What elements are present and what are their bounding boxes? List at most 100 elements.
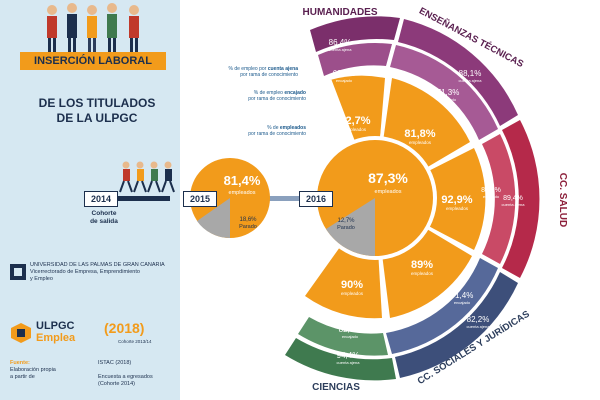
brand-name: Emplea [36, 332, 76, 344]
cuenta-ajena-label: cuenta ajena [467, 324, 491, 329]
brand-name: ULPGC [36, 320, 75, 332]
encajado-ensenanzas: 71,3% [437, 88, 460, 97]
annotation-cuenta-ajena: % de empleo por cuenta ajena por rama de… [180, 66, 299, 78]
circle-2016: 87,3% empleados 12,7% Parado [313, 136, 437, 260]
employed-humanidades: 72,7% [339, 115, 370, 127]
graduate-figure [87, 5, 97, 52]
employed-label: empleados [341, 291, 364, 296]
circle-2015: 81,4% empleados 18,6% Parado [190, 158, 270, 239]
unemployed-label-2015: Parado [239, 224, 257, 230]
encajado-salud: 84,5% [481, 187, 501, 194]
cuenta-ajena-ensenanzas: 88,1% [459, 69, 482, 78]
unemployed-label-2016: Parado [337, 225, 355, 231]
ring-salud-middle [482, 134, 516, 264]
cuenta-ajena-salud: 89,4% [503, 195, 523, 202]
branch-name-ciencias: CIENCIAS [312, 382, 360, 393]
graduate-figure [107, 3, 117, 52]
graduate-figure [129, 5, 139, 52]
outer-ring [285, 16, 540, 381]
ring-ensenanzas-outer [398, 19, 518, 126]
encajado-humanidades: 68,4% [333, 69, 356, 78]
employed-salud: 92,9% [441, 194, 472, 206]
branch-name-humanidades: HUMANIDADES [303, 7, 378, 18]
cohort-label: Cohorte de salida [90, 210, 118, 225]
ring-ciencias-outer [285, 338, 396, 381]
university-block: UNIVERSIDAD DE LAS PALMAS DE GRAN CANARI… [30, 262, 178, 283]
brand-block: ULPGC Emplea [36, 320, 75, 344]
ulpgc-emplea-logo-icon [10, 322, 32, 344]
encajado-sociales: 71,4% [451, 291, 474, 300]
graduate-figure [47, 5, 57, 52]
runner-figure [133, 161, 147, 193]
encajado-label: encajado [483, 194, 500, 199]
runner-figure [161, 161, 175, 193]
ring-ensenanzas-middle [390, 45, 498, 140]
encajado-label: encajado [454, 300, 471, 305]
branch-name-salud: CC. SALUD [557, 173, 568, 227]
year-2016-box: 2016 [299, 191, 333, 207]
subtitle-line: DE LA ULPGC [56, 111, 138, 125]
ring-salud-outer [502, 120, 540, 278]
edition-year: (2018) [104, 320, 145, 336]
graduates-illustration [47, 3, 139, 52]
annotation-line: por rama de conocimiento [248, 131, 306, 137]
runners-illustration [119, 161, 175, 193]
annotation-line: % de empleo encajado [253, 90, 306, 96]
annotation-line: por rama de conocimiento [248, 96, 306, 102]
cuenta-ajena-ciencias: 94,4% [337, 351, 360, 360]
unemployed-value-2015: 18,6% [239, 217, 257, 223]
employed-label: empleados [344, 127, 367, 132]
ring-sociales-middle [386, 258, 498, 354]
title-subtitle: DE LOS TITULADOS DE LA ULPGC [22, 96, 172, 126]
runner-figure [147, 161, 161, 193]
year-2014-box: 2014 [84, 191, 118, 207]
timeline-bar [230, 196, 310, 201]
source-detail: ISTAC (2018) Encuesta a egresados (Cohor… [98, 360, 153, 387]
employed-ensenanzas: 81,8% [404, 128, 435, 140]
year-2015-box: 2015 [183, 191, 217, 207]
edition-cohort: Cohorte 2013/14 [118, 339, 152, 344]
unemployed-value-2016: 12,7% [337, 218, 355, 224]
annotation-empleados: % de empleados por rama de conocimiento [196, 125, 306, 137]
cuenta-ajena-humanidades: 86,4% [329, 38, 352, 47]
cuenta-ajena-label: cuenta ajena [502, 202, 526, 207]
university-logo-icon [8, 262, 28, 282]
employed-label: empleados [409, 140, 432, 145]
title-banner: INSERCIÓN LABORAL [20, 52, 166, 70]
encajado-label: encajado [440, 97, 457, 102]
encajado-label: encajado [342, 334, 359, 339]
ring-humanidades-middle [318, 43, 392, 76]
ring-sociales-outer [395, 272, 518, 378]
employed-sociales: 89% [411, 259, 433, 271]
encajado-label: encajado [336, 78, 353, 83]
ring-ciencias-middle [298, 317, 388, 356]
employed-value-2016: 87,3% [368, 170, 408, 186]
cuenta-ajena-label: cuenta ajena [337, 360, 361, 365]
cuenta-ajena-label: cuenta ajena [459, 78, 483, 83]
unemployed-arc-2016 [326, 198, 375, 256]
employed-ciencias: 90% [341, 279, 363, 291]
employed-label: empleados [411, 271, 434, 276]
subtitle-line: DE LOS TITULADOS [38, 96, 156, 110]
unemployed-arc-2015 [197, 198, 230, 239]
annotation-encajado: % de empleo encajado por rama de conocim… [184, 90, 306, 102]
source-label: Fuente: Elaboración propia a partir de [10, 360, 56, 380]
vicerrectorado-line: Vicerrectorado de Empresa, Emprendimient… [30, 269, 140, 275]
university-name: UNIVERSIDAD DE LAS PALMAS DE GRAN CANARI… [30, 262, 165, 268]
graduate-figure [67, 3, 77, 52]
runner-figure [119, 161, 133, 193]
annotation-line: % de empleo por cuenta ajena [228, 66, 299, 72]
encajado-ciencias: 82,4% [339, 325, 362, 334]
cuenta-ajena-sociales: 82,2% [467, 315, 490, 324]
ring-humanidades-outer [310, 16, 400, 53]
employed-value-2015: 81,4% [224, 173, 261, 188]
timeline-bar [100, 196, 170, 201]
cuenta-ajena-label: cuenta ajena [329, 47, 353, 52]
annotation-line: por rama de conocimiento [240, 72, 298, 78]
employed-label-2016: empleados [375, 189, 402, 195]
employed-label: empleados [446, 206, 469, 211]
annotation-line: % de empleados [267, 125, 306, 131]
vicerrectorado-line: y Empleo [30, 276, 53, 282]
